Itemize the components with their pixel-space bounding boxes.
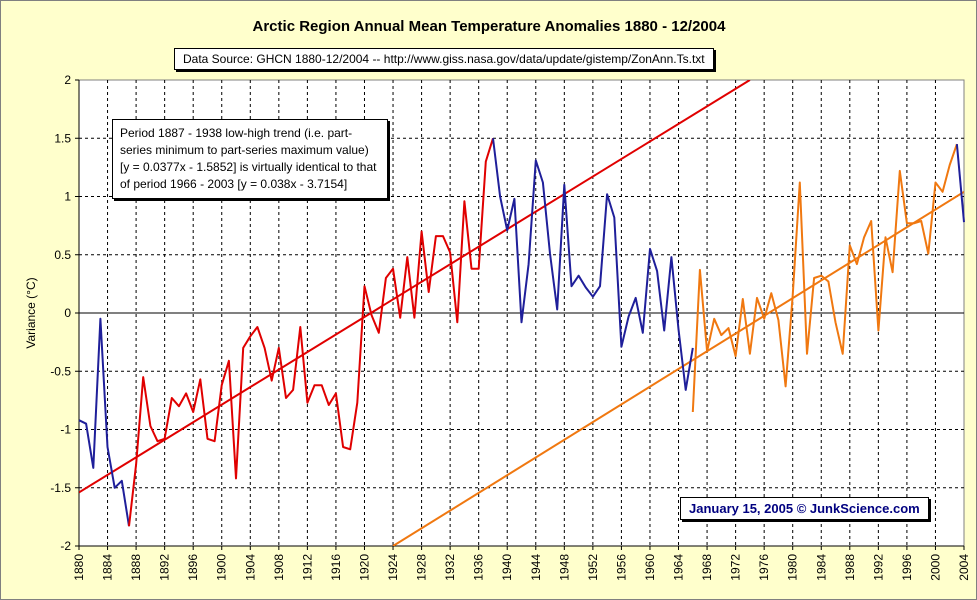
x-tick-label: 1896 [186, 554, 200, 581]
x-tick-label: 1912 [300, 554, 314, 581]
x-tick-label: 1928 [415, 554, 429, 581]
x-tick-label: 1996 [900, 554, 914, 581]
x-tick-label: 1956 [614, 554, 628, 581]
chart-title: Arctic Region Annual Mean Temperature An… [253, 18, 727, 35]
x-tick-label: 1944 [529, 554, 543, 581]
y-tick-label: 0 [64, 306, 71, 320]
y-tick-label: -2 [60, 539, 71, 553]
credit-box: January 15, 2005 © JunkScience.com [680, 497, 929, 520]
blue-series-line [78, 317, 130, 527]
data-series [78, 138, 965, 527]
x-tick-label: 1908 [272, 554, 286, 581]
trend-annotation-box: Period 1887 - 1938 low-high trend (i.e. … [112, 119, 388, 199]
trendlines [79, 80, 964, 546]
x-tick-label: 2004 [957, 554, 971, 581]
y-tick-label: 1.5 [54, 131, 71, 145]
x-tick-label: 1952 [586, 554, 600, 581]
x-tick-label: 1980 [786, 554, 800, 581]
axes: 1880 1884 1888 1892 1896 1900 1904 1908 1912 1916… [50, 73, 971, 581]
x-tick-label: 1892 [158, 554, 172, 581]
x-tick-label: 1968 [700, 554, 714, 581]
trend-annotation-text: Period 1887 - 1938 low-high trend (i.e. … [120, 126, 377, 191]
x-tick-label: 1948 [557, 554, 571, 581]
y-tick-label: 1 [64, 190, 71, 204]
y-tick-label: -0.5 [50, 364, 71, 378]
x-tick-label: 1880 [72, 554, 86, 581]
x-tick-label: 1884 [101, 554, 115, 581]
y-tick-label: 2 [64, 73, 71, 87]
y-tick-label: -1 [60, 423, 71, 437]
y-axis-label: Variance (°C) [24, 277, 38, 348]
x-tick-label: 1932 [443, 554, 457, 581]
red-trendline [79, 80, 751, 494]
x-tick-label: 1988 [843, 554, 857, 581]
credit-text: January 15, 2005 © JunkScience.com [689, 501, 920, 516]
x-tick-label: 1972 [729, 554, 743, 581]
data-source-box: Data Source: GHCN 1880-12/2004 -- http:/… [174, 48, 714, 70]
x-tick-label: 1940 [500, 554, 514, 581]
x-tick-label: 1904 [243, 554, 257, 581]
x-tick-label: 1960 [643, 554, 657, 581]
x-tick-label: 1984 [814, 554, 828, 581]
data-source-text: Data Source: GHCN 1880-12/2004 -- http:/… [183, 52, 705, 66]
x-tick-label: 1888 [129, 554, 143, 581]
orange-series-line [691, 143, 958, 413]
y-tick-label: 0.5 [54, 248, 71, 262]
x-tick-label: 1920 [357, 554, 371, 581]
x-tick-label: 1964 [672, 554, 686, 581]
blue-series-line [492, 138, 694, 391]
x-tick-label: 2000 [928, 554, 942, 581]
x-tick-label: 1936 [472, 554, 486, 581]
x-tick-label: 1992 [871, 554, 885, 581]
red-series-line [128, 138, 494, 527]
x-tick-label: 1976 [757, 554, 771, 581]
x-tick-label: 1900 [215, 554, 229, 581]
x-tick-label: 1916 [329, 554, 343, 581]
x-tick-label: 1924 [386, 554, 400, 581]
blue-series-line [955, 144, 965, 223]
y-tick-label: -1.5 [50, 481, 71, 495]
orange-trendline [392, 190, 964, 546]
